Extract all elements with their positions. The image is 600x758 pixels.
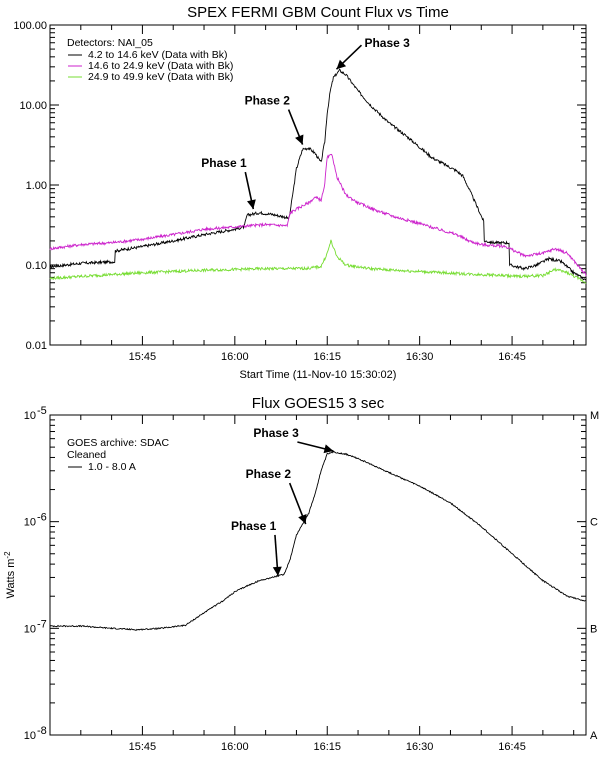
y-tick-label: 10 [24,410,36,422]
fermi-y-ticks: 100.00 10.00 1.00 0.10 0.01 [13,20,586,352]
fermi-legend-title: Detectors: NAI_05 [67,37,153,49]
y-tick-label: 100.00 [13,20,47,32]
x-tick-label: 16:00 [221,741,249,753]
annotation-0: Phase 1 [201,156,256,210]
x-tick-label: 16:30 [406,741,434,753]
annotation-label: Phase 1 [231,519,277,533]
annotation-label: Phase 1 [201,156,247,170]
fermi-series [49,68,587,284]
annotation-arrowhead [336,59,347,70]
y-tick-exponent: -7 [37,618,47,630]
fermi-legend-series-2: 24.9 to 49.9 keV (Data with Bk) [88,71,233,83]
goes-class-label: A [590,730,598,742]
annotation-arrowhead [247,199,256,210]
goes-x-ticks: 15:45 16:00 16:15 16:30 16:45 [49,415,575,753]
annotation-label: Phase 2 [245,94,291,108]
y-tick-label: 10 [24,623,36,635]
goes-legend: GOES archive: SDAC Cleaned 1.0 - 8.0 A [67,437,170,473]
y-tick-label: 10 [24,730,36,742]
goes-series [49,451,587,631]
fermi-legend-series-0: 4.2 to 14.6 keV (Data with Bk) [88,49,227,61]
goes-ylabel-exp: -2 [3,551,12,559]
fermi-chart-title: SPEX FERMI GBM Count Flux vs Time [187,4,449,21]
annotation-1: Phase 2 [246,467,307,525]
series-line-1 [49,153,587,277]
series-line-0 [49,68,587,281]
y-tick-label: 10.00 [19,100,47,112]
annotation-1: Phase 2 [245,94,304,145]
annotation-2: Phase 3 [335,36,410,70]
annotation-2: Phase 3 [253,426,334,454]
fermi-legend: Detectors: NAI_05 4.2 to 14.6 keV (Data … [67,37,233,83]
fermi-x-ticks: 15:45 16:00 16:15 16:30 16:45 [49,25,575,363]
x-tick-label: 16:45 [498,351,526,363]
series-line-0 [49,451,587,631]
y-tick-label: 1.00 [26,180,47,192]
goes-y-ticks: 10-510-610-710-8 [24,405,586,742]
fermi-gbm-chart: SPEX FERMI GBM Count Flux vs Time 100.00… [13,4,587,381]
series-line-2 [49,239,587,284]
x-tick-label: 16:30 [406,351,434,363]
goes-chart-title: Flux GOES15 3 sec [252,395,385,412]
x-tick-label: 15:45 [129,741,157,753]
y-tick-exponent: -8 [37,725,47,737]
goes-class-label: M [590,410,599,422]
x-tick-label: 15:45 [129,351,157,363]
x-tick-label: 16:00 [221,351,249,363]
annotation-label: Phase 3 [253,426,299,440]
annotation-arrowhead [272,566,282,576]
goes-y-axis-label: Watts m-2 [3,551,17,599]
goes-chart: Flux GOES15 3 sec 10-510-610-710-8 MCBA … [3,395,599,753]
y-tick-exponent: -6 [37,512,47,524]
y-tick-label: 0.01 [26,340,47,352]
annotation-arrowhead [323,444,334,454]
x-tick-label: 16:15 [313,741,341,753]
goes-right-axis: M C B A [590,410,599,742]
y-tick-label: 0.10 [26,260,47,272]
fermi-legend-series-1: 14.6 to 24.9 keV (Data with Bk) [88,60,233,72]
annotation-label: Phase 3 [364,36,410,50]
goes-legend-line-1: Cleaned [67,449,106,461]
x-tick-label: 16:15 [313,351,341,363]
annotation-arrowhead [298,514,307,525]
goes-legend-series-0: 1.0 - 8.0 A [88,461,136,473]
goes-annotations: Phase 1 Phase 2 Phase 3 [231,426,334,576]
y-tick-label: 10 [24,517,36,529]
fermi-x-axis-label: Start Time (11-Nov-10 15:30:02) [240,369,397,381]
annotation-arrowhead [295,134,304,145]
y-tick-exponent: -5 [37,405,47,417]
annotation-label: Phase 2 [246,467,292,481]
x-tick-label: 16:45 [498,741,526,753]
goes-plot-frame [49,414,587,736]
annotation-0: Phase 1 [231,519,282,576]
goes-legend-line-0: GOES archive: SDAC [67,437,170,449]
fermi-annotations: Phase 1 Phase 2 Phase 3 [201,36,410,210]
goes-class-label: C [590,517,598,529]
goes-class-label: B [590,623,597,635]
goes-ylabel-base: Watts m [5,559,17,599]
